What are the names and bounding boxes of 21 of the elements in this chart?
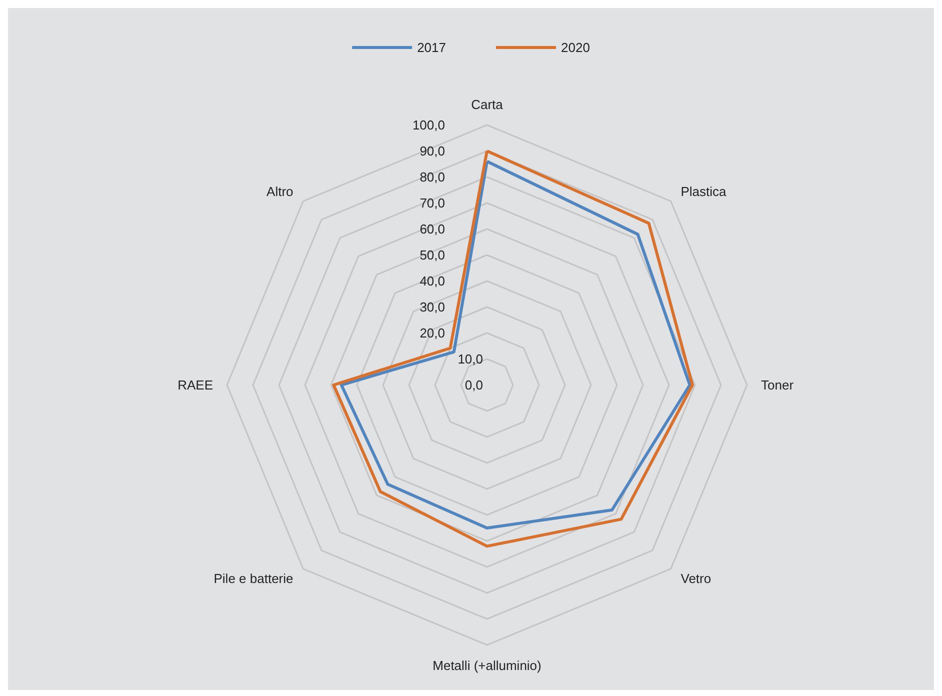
y-tick-label: 60,0 xyxy=(420,222,445,236)
spoke-label: Metalli (+alluminio) xyxy=(432,658,542,673)
y-tick-label: 0,0 xyxy=(464,378,483,392)
y-tick-label: 90,0 xyxy=(420,144,445,158)
spoke-label: Toner xyxy=(761,378,794,392)
y-tick-label: 10,0 xyxy=(458,352,483,366)
spoke-label: Plastica xyxy=(680,184,728,199)
y-tick-label: 20,0 xyxy=(420,326,445,340)
spoke-label: Vetro xyxy=(680,571,712,586)
spoke-label: Carta xyxy=(471,97,504,112)
legend-label: 2020 xyxy=(561,40,590,55)
y-tick-label: 50,0 xyxy=(420,248,445,262)
spoke-label: Pile e batterie xyxy=(214,571,294,586)
spoke-label: Altro xyxy=(266,184,294,199)
legend-label: 2017 xyxy=(417,40,446,55)
y-tick-label: 30,0 xyxy=(420,300,445,314)
spoke-label: RAEE xyxy=(178,378,214,392)
y-tick-label: 80,0 xyxy=(420,170,445,184)
y-tick-label: 40,0 xyxy=(420,274,445,288)
y-tick-label: 70,0 xyxy=(420,196,445,210)
y-tick-label: 100,0 xyxy=(412,118,445,132)
